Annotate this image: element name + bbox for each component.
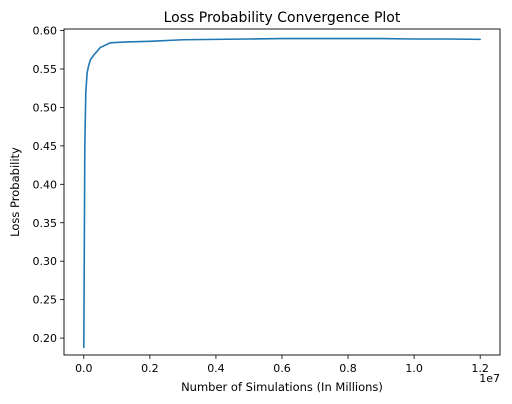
series-line-0 — [83, 37, 481, 349]
y-axis-label: Loss Probability — [8, 147, 22, 237]
x-tick-label: 0.8 — [339, 362, 357, 375]
y-tick-label: 0.60 — [33, 25, 58, 38]
y-tick-label: 0.20 — [33, 332, 58, 345]
y-tick-label: 0.45 — [33, 140, 58, 153]
y-tick-label: 0.40 — [33, 178, 58, 191]
y-tick-label: 0.35 — [33, 217, 58, 230]
series-layer — [83, 37, 481, 349]
x-axis-offset-label: 1e7 — [479, 372, 500, 385]
y-tick-label: 0.30 — [33, 255, 58, 268]
x-tick-label: 0.2 — [141, 362, 159, 375]
y-tick-label: 0.50 — [33, 101, 58, 114]
x-tick-label: 0.6 — [273, 362, 291, 375]
x-tick-label: 1.0 — [405, 362, 423, 375]
y-tick-label: 0.55 — [33, 63, 58, 76]
y-axis-ticks: 0.20 0.25 0.30 0.35 0.40 0.45 0.50 0.55 0.60 — [33, 25, 64, 345]
plot-frame — [63, 28, 501, 356]
x-axis-ticks: 0.0 0.2 0.4 0.6 0.8 1.0 1.2 — [75, 355, 489, 375]
chart-title: Loss Probability Convergence Plot — [164, 10, 401, 26]
x-tick-label: 0.4 — [207, 362, 225, 375]
y-tick-label: 0.25 — [33, 294, 58, 307]
x-axis-label: Number of Simulations (In Millions) — [181, 380, 383, 394]
x-tick-label: 1.2 — [471, 362, 489, 375]
x-tick-label: 0.0 — [75, 362, 93, 375]
